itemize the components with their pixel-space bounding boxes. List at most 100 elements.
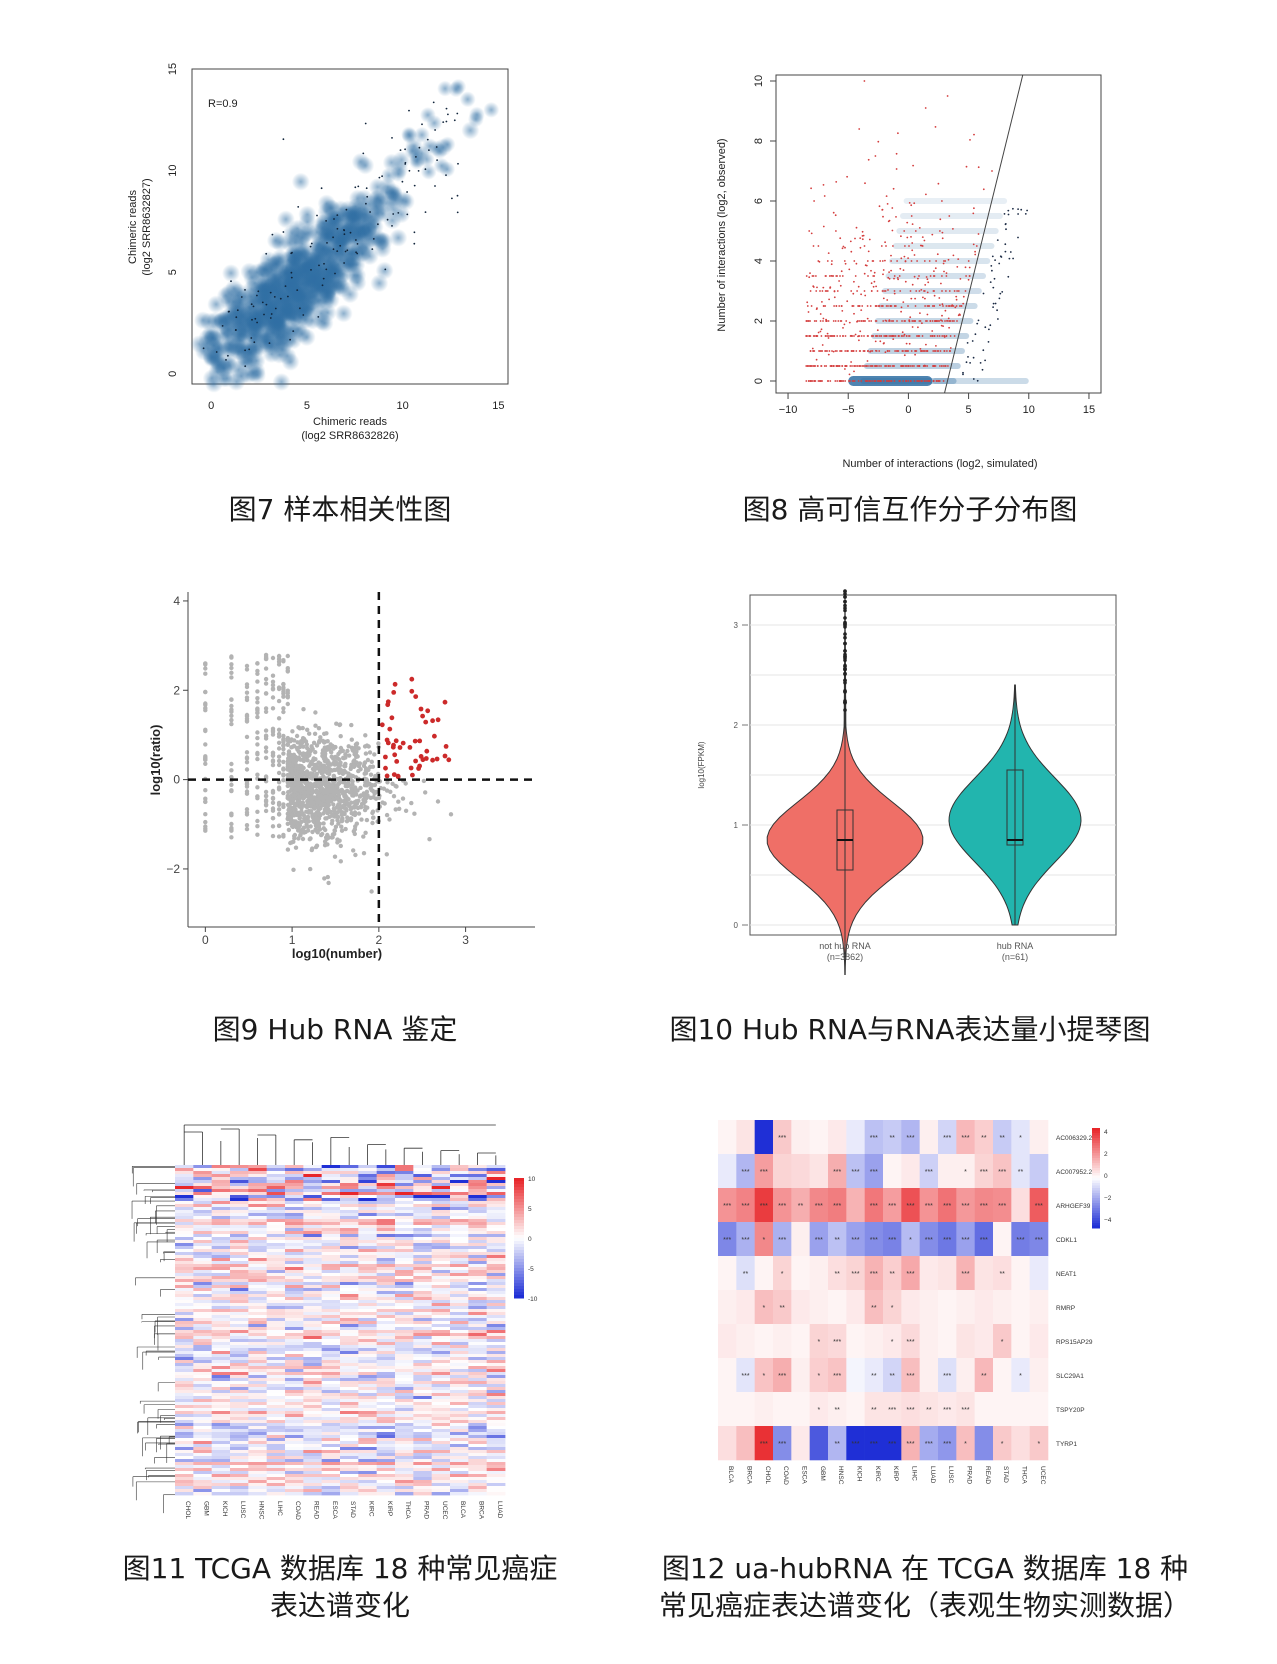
fig8-point (1005, 228, 1007, 231)
fig9-point (289, 738, 294, 743)
fig11-cell (321, 1345, 341, 1349)
fig8-point (1007, 275, 1010, 278)
fig11-cell (376, 1390, 396, 1394)
fig11-cell (266, 1219, 286, 1223)
fig11-cell (175, 1264, 194, 1268)
fig11-cell (230, 1210, 249, 1214)
fig11-cell (468, 1288, 488, 1292)
fig11-cell (376, 1357, 396, 1361)
fig11-cell (468, 1249, 488, 1253)
fig9-point (316, 812, 322, 817)
fig11-cell (321, 1240, 341, 1244)
fig9-point (281, 737, 286, 742)
fig8-observed-point (809, 290, 812, 292)
fig11-cell (376, 1405, 396, 1409)
fig7-density-blob (280, 233, 299, 252)
fig11-cell (395, 1321, 414, 1325)
fig11-cell (193, 1345, 213, 1349)
fig11-cell (285, 1210, 304, 1214)
fig11-cell (193, 1297, 213, 1301)
fig8-observed-point (945, 335, 948, 337)
fig8-observed-point (820, 365, 823, 367)
fig11-cell (248, 1228, 268, 1232)
fig9-point (350, 793, 355, 798)
fig11-cell (175, 1381, 194, 1385)
fig11-cell (248, 1408, 268, 1412)
fig11-cell (431, 1168, 451, 1172)
fig8-observed-point (826, 260, 829, 262)
fig9-point (353, 789, 359, 794)
fig9-point (287, 804, 292, 809)
fig9-point (276, 780, 282, 785)
fig7-xtick-label: 5 (304, 400, 310, 412)
fig9-ytick-label: 4 (173, 594, 180, 608)
fig8-observed-point (880, 380, 882, 382)
fig11-cell (468, 1345, 488, 1349)
fig11-cell (211, 1276, 231, 1280)
fig9-hub-point (423, 719, 429, 725)
fig10-outlier (843, 649, 847, 653)
fig9-point (286, 827, 292, 833)
fig9-point (346, 797, 351, 802)
fig7-point (274, 307, 277, 310)
fig11-cell (413, 1309, 433, 1313)
fig9-point (203, 671, 208, 676)
fig9-point (263, 793, 269, 798)
fig8-observed-point (862, 234, 865, 237)
fig11-cell (358, 1186, 378, 1190)
fig11-cell (468, 1303, 488, 1307)
fig11-cell (413, 1408, 433, 1412)
fig8-observed-point (834, 380, 837, 382)
fig11-cell (413, 1183, 433, 1187)
fig11-cell (395, 1165, 414, 1169)
fig11-cell (303, 1318, 323, 1322)
fig11-cell (486, 1384, 506, 1388)
fig11-cell (193, 1375, 213, 1379)
fig8-observed-point (977, 233, 980, 235)
fig9-point (290, 771, 296, 777)
fig8-observed-point (908, 335, 911, 337)
fig8-observed-point (853, 380, 856, 382)
fig9-point (321, 781, 326, 786)
fig11-cell (376, 1264, 396, 1268)
fig8-observed-point (900, 257, 903, 260)
fig8-observed-point (836, 335, 839, 337)
fig9-point (321, 821, 326, 826)
fig11-cell (248, 1360, 268, 1364)
fig7-density-blob (413, 126, 430, 143)
fig8-observed-point (924, 107, 927, 109)
fig8-observed-point (876, 380, 879, 382)
fig8-observed-point (907, 305, 909, 307)
fig8-observed-point (940, 282, 942, 285)
fig11-cell (376, 1204, 396, 1208)
fig11-cell (211, 1192, 231, 1196)
fig8-observed-point (949, 350, 951, 352)
fig11-cell (230, 1267, 249, 1271)
fig8-observed-point (948, 305, 951, 307)
fig11-cell (486, 1303, 506, 1307)
fig9-point (435, 799, 441, 804)
fig11-cell (266, 1174, 286, 1178)
fig9-point (316, 799, 322, 805)
fig9-point (336, 821, 341, 826)
fig11-cell (358, 1171, 378, 1175)
fig11-cell (211, 1261, 231, 1265)
fig11-cell (321, 1276, 341, 1280)
fig9-point (305, 745, 310, 751)
fig11-cell (285, 1309, 304, 1313)
fig11-cell (266, 1297, 286, 1301)
fig11-cell (211, 1336, 231, 1340)
fig11-cell (450, 1174, 469, 1178)
fig8-observed-point (921, 322, 923, 325)
fig11-cell (303, 1279, 323, 1283)
fig7-point (372, 238, 375, 240)
fig11-cell (193, 1372, 213, 1376)
fig10-xtick-label: hub RNA (997, 941, 1034, 951)
fig11-cell (211, 1237, 231, 1241)
fig11-cell (486, 1366, 506, 1370)
fig8-observed-point (888, 319, 891, 322)
fig8-observed-point (921, 236, 924, 239)
fig11-cell (303, 1315, 323, 1319)
fig11-cell (175, 1183, 194, 1187)
fig11-cell (358, 1165, 378, 1169)
